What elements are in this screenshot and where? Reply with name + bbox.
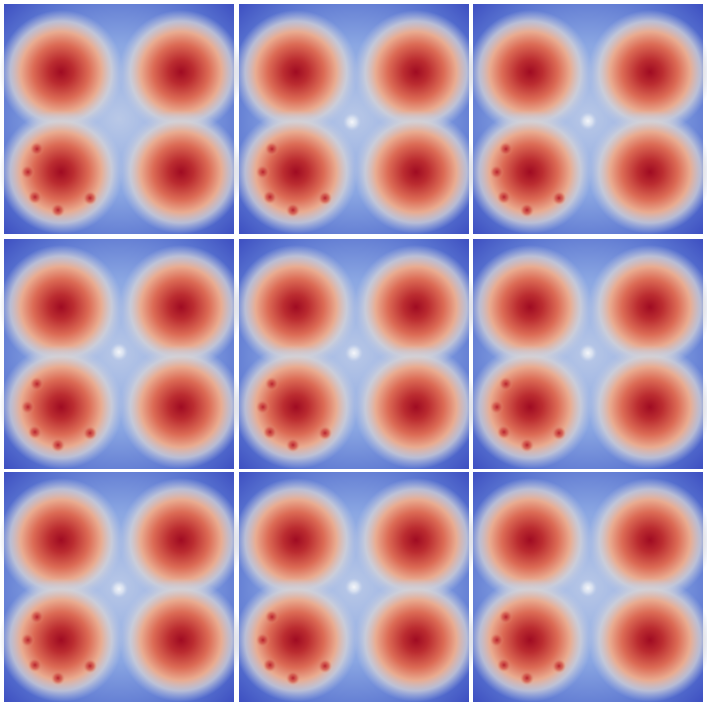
heat-dot: [520, 203, 534, 217]
heat-dot: [490, 400, 504, 414]
heat-dot: [286, 438, 300, 452]
heat-blob: [588, 478, 707, 602]
heat-dot: [51, 438, 65, 452]
heat-dot: [552, 659, 566, 673]
panel: [468, 4, 707, 234]
heat-dot: [520, 438, 534, 452]
heat-dot: [30, 610, 44, 624]
heat-dot: [256, 400, 270, 414]
heat-dot: [263, 190, 277, 204]
heat-blob: [468, 10, 592, 134]
light-spot: [110, 580, 128, 598]
panel: [0, 472, 243, 702]
panel: [234, 239, 478, 469]
heat-dot: [318, 426, 332, 440]
heat-dot: [318, 191, 332, 205]
heat-dot: [256, 633, 270, 647]
light-spot: [343, 113, 361, 131]
panel: [234, 4, 478, 234]
heat-dot: [28, 658, 42, 672]
heat-dot: [256, 165, 270, 179]
heat-blob: [0, 478, 123, 602]
heat-dot: [21, 633, 35, 647]
heat-dot: [30, 377, 44, 391]
heat-blob: [588, 578, 707, 702]
panel: [234, 472, 478, 702]
light-spot: [345, 578, 363, 596]
heat-dot: [83, 659, 97, 673]
heat-dot: [263, 425, 277, 439]
heat-dot: [499, 377, 513, 391]
heat-blob: [468, 478, 592, 602]
heat-dot: [552, 191, 566, 205]
heat-blob: [119, 345, 243, 469]
heat-dot: [83, 191, 97, 205]
heat-dot: [497, 190, 511, 204]
heat-blob: [354, 478, 478, 602]
heat-blob: [588, 110, 707, 234]
heat-dot: [497, 658, 511, 672]
heat-dot: [497, 425, 511, 439]
heat-blob: [234, 10, 358, 134]
light-spot: [579, 579, 597, 597]
heat-blob: [588, 245, 707, 369]
heat-dot: [51, 203, 65, 217]
panel: [0, 239, 243, 469]
heat-blob: [234, 245, 358, 369]
heat-dot: [318, 659, 332, 673]
heat-dot: [51, 671, 65, 685]
heat-blob: [354, 345, 478, 469]
light-spot: [579, 112, 597, 130]
heat-blob: [119, 578, 243, 702]
heat-dot: [520, 671, 534, 685]
heat-dot: [490, 165, 504, 179]
heat-blob: [234, 478, 358, 602]
panel: [468, 239, 707, 469]
light-spot: [579, 344, 597, 362]
heat-blob: [119, 110, 243, 234]
heat-dot: [265, 377, 279, 391]
heat-dot: [28, 190, 42, 204]
light-spot: [345, 344, 363, 362]
light-spot: [110, 343, 128, 361]
heat-blob: [0, 10, 123, 134]
heat-blob: [354, 110, 478, 234]
heat-blob: [354, 578, 478, 702]
heat-dot: [28, 425, 42, 439]
heat-blob: [119, 478, 243, 602]
heat-blob: [354, 245, 478, 369]
heat-dot: [490, 633, 504, 647]
heat-dot: [499, 610, 513, 624]
panel: [468, 472, 707, 702]
heat-blob: [588, 345, 707, 469]
heat-dot: [30, 142, 44, 156]
heat-blob: [468, 245, 592, 369]
heat-dot: [265, 610, 279, 624]
heat-blob: [588, 10, 707, 134]
heat-blob: [119, 245, 243, 369]
heat-dot: [265, 142, 279, 156]
panel: [0, 4, 243, 234]
heat-dot: [286, 671, 300, 685]
heat-blob: [119, 10, 243, 134]
heat-dot: [21, 400, 35, 414]
heat-dot: [286, 203, 300, 217]
heat-dot: [499, 142, 513, 156]
heat-dot: [83, 426, 97, 440]
heat-blob: [354, 10, 478, 134]
heat-blob: [0, 245, 123, 369]
heat-dot: [552, 426, 566, 440]
heat-dot: [263, 658, 277, 672]
heat-dot: [21, 165, 35, 179]
